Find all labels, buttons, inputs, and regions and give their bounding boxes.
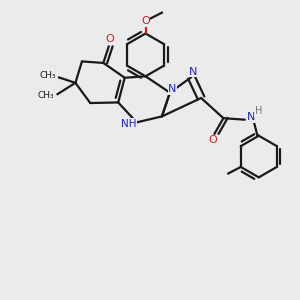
Text: O: O	[106, 34, 115, 44]
Text: CH₃: CH₃	[38, 91, 55, 100]
Text: N: N	[247, 112, 256, 122]
Text: CH₃: CH₃	[39, 70, 56, 80]
Text: NH: NH	[121, 119, 136, 129]
Text: H: H	[254, 106, 262, 116]
Text: N: N	[189, 67, 197, 77]
Text: O: O	[208, 135, 217, 145]
Text: O: O	[141, 16, 150, 26]
Text: N: N	[168, 84, 176, 94]
